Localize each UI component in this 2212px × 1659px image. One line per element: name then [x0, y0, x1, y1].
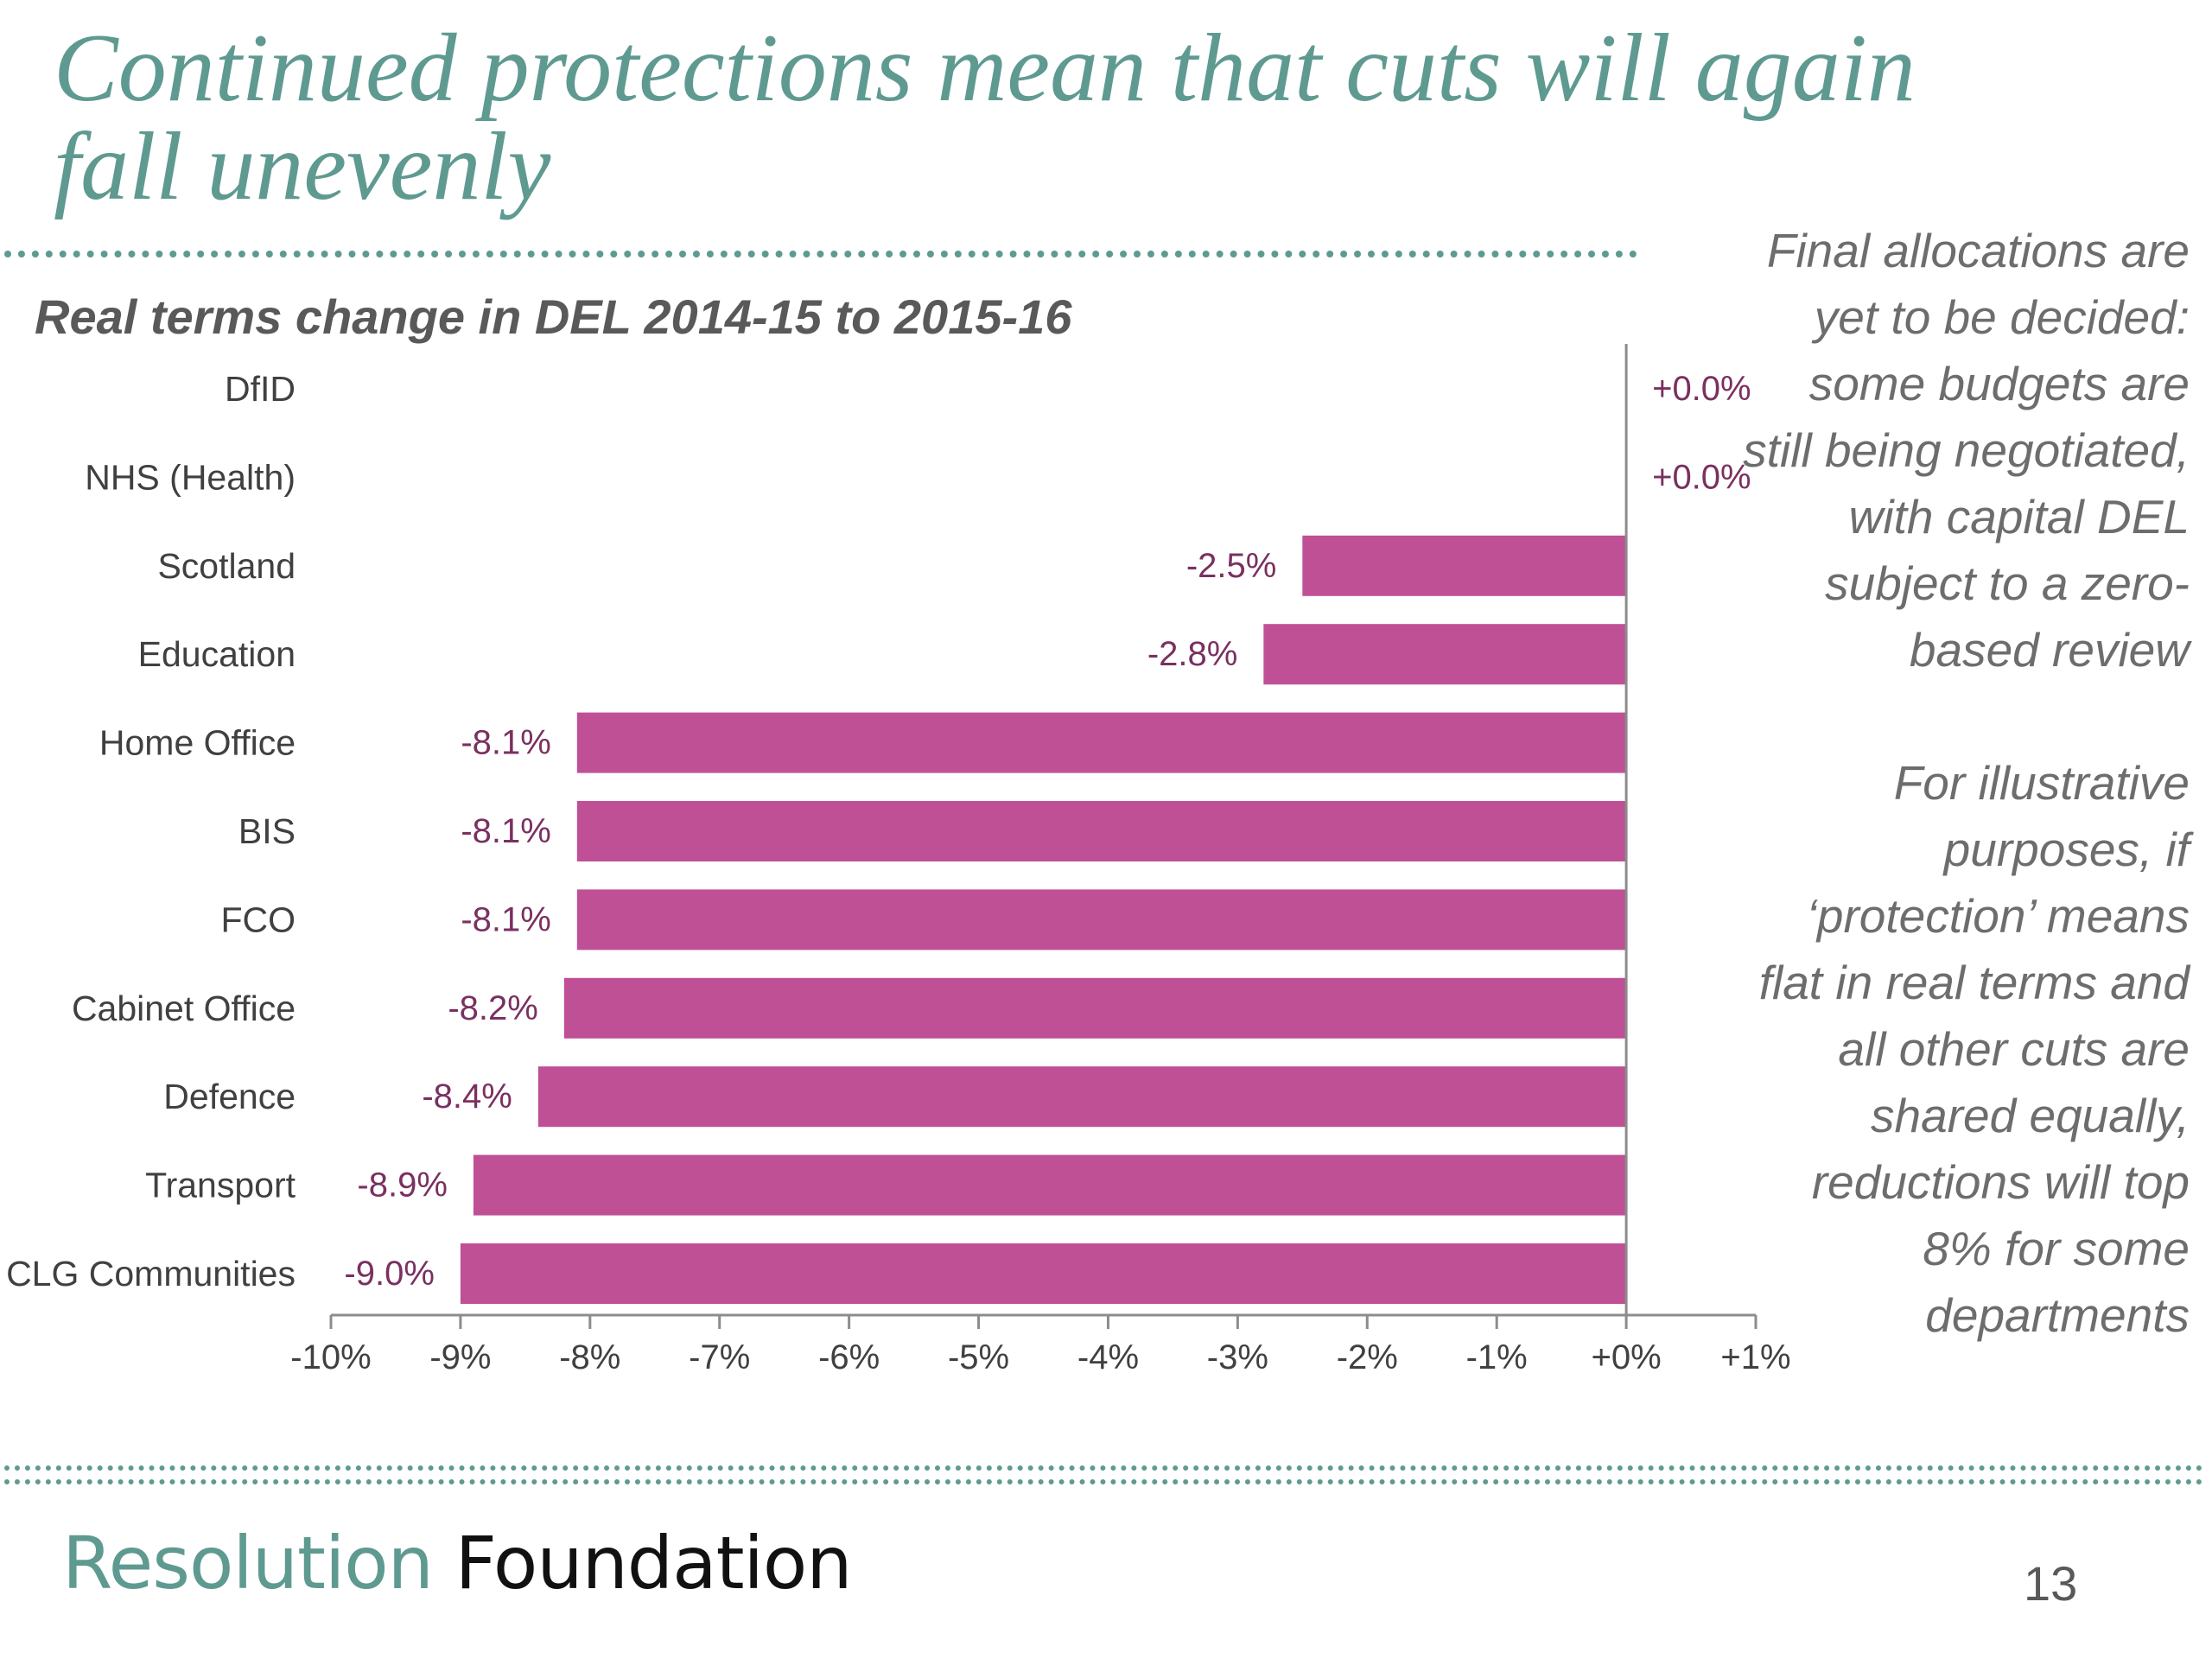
side-note-paragraph-1: Final allocations are yet to be decided:…	[1743, 224, 2190, 677]
bar	[576, 712, 1627, 773]
footer-divider	[4, 1465, 2203, 1471]
page-number: 13	[2024, 1556, 2078, 1611]
title-divider	[4, 251, 1637, 257]
bar	[1263, 624, 1627, 685]
category-label: DfID	[225, 369, 296, 409]
brand-name-dark: Foundation	[454, 1521, 853, 1605]
side-note: Final allocations are yet to be decided:…	[1740, 218, 2190, 1415]
category-label: NHS (Health)	[85, 457, 296, 497]
bar	[563, 977, 1627, 1039]
x-tick-label: -4%	[1077, 1338, 1139, 1376]
x-tick-label: -1%	[1466, 1338, 1528, 1376]
category-label: Defence	[163, 1077, 296, 1116]
x-tick-label: +0%	[1592, 1338, 1662, 1376]
x-tick-label: -8%	[559, 1338, 620, 1376]
bar	[576, 801, 1627, 861]
data-label: -8.1%	[461, 812, 551, 850]
x-tick-label: -5%	[948, 1338, 1009, 1376]
x-tick-label: -9%	[429, 1338, 491, 1376]
footer-divider-second	[4, 1479, 2203, 1484]
category-label: BIS	[238, 811, 296, 851]
bar	[576, 889, 1627, 950]
x-tick-label: -6%	[818, 1338, 880, 1376]
category-label: CLG Communities	[6, 1254, 296, 1294]
data-label: -9.0%	[344, 1255, 435, 1293]
bar	[460, 1243, 1627, 1304]
chart-title: Real terms change in DEL 2014-15 to 2015…	[35, 289, 1072, 344]
data-label: -8.2%	[448, 989, 538, 1027]
brand-logo: Resolution Foundation	[62, 1521, 852, 1605]
category-label: Cabinet Office	[72, 988, 296, 1028]
data-label: -8.4%	[422, 1077, 512, 1116]
side-note-paragraph-2: For illustrative purposes, if ‘protectio…	[1758, 756, 2190, 1342]
data-label: -8.1%	[461, 900, 551, 938]
x-tick-label: -3%	[1207, 1338, 1268, 1376]
bar	[537, 1066, 1627, 1128]
bar	[1302, 535, 1627, 596]
x-tick-label: -2%	[1337, 1338, 1398, 1376]
data-label: -8.1%	[461, 724, 551, 762]
category-label: Education	[138, 634, 296, 674]
category-label: Home Office	[99, 723, 296, 763]
x-tick-label: +1%	[1720, 1338, 1790, 1376]
data-label: -2.5%	[1186, 547, 1277, 585]
data-label: +0.0%	[1652, 370, 1751, 408]
brand-name-light: Resolution	[62, 1521, 455, 1605]
data-label: -8.9%	[357, 1166, 448, 1205]
category-label: Transport	[145, 1166, 296, 1205]
category-label: Scotland	[157, 546, 296, 586]
x-tick-label: -7%	[689, 1338, 750, 1376]
x-tick-label: -10%	[290, 1338, 371, 1376]
bar-chart: DfID +0.0% NHS (Health) +0.0% Scotland -2.5% E…	[6, 344, 1791, 1376]
category-label: FCO	[220, 899, 296, 939]
data-label: +0.0%	[1652, 458, 1751, 496]
slide-title: Continued protections mean that cuts wil…	[54, 15, 1916, 220]
data-label: -2.8%	[1147, 635, 1238, 673]
bar	[473, 1154, 1627, 1216]
